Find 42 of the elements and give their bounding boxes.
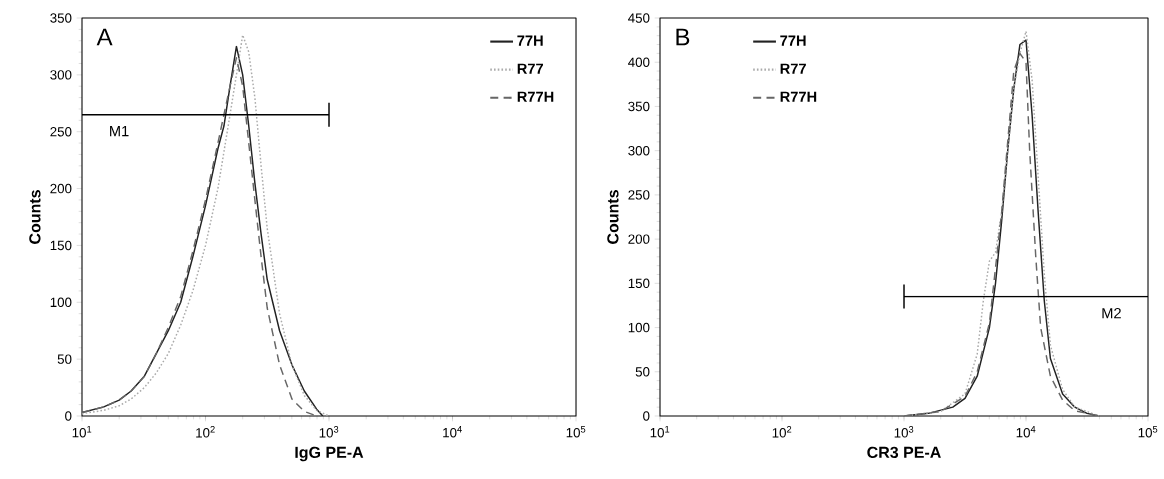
legend-label: R77 [517,63,544,74]
chart-title: A [96,28,113,46]
y-tick-label: 0 [643,411,650,421]
legend-label: R77H [780,91,817,102]
legend-label: R77 [780,63,806,74]
x-tick-label: 10$^{2}$ [772,426,792,438]
x-tick-label: 10$^{3}$ [894,426,914,438]
x-tick-label: 10$^{5}$ [1138,426,1158,438]
x-tick-label: 10$^{1}$ [72,426,92,438]
y-axis-title: Counts [29,190,41,244]
x-tick-label: 10$^{1}$ [650,426,670,438]
x-tick-label: 10$^{4}$ [443,426,462,438]
y-tick-label: 200 [628,234,650,244]
y-tick-label: 250 [628,190,650,200]
x-tick-label: 10$^{4}$ [1016,426,1036,438]
x-tick-label: 10$^{3}$ [319,426,339,438]
x-tick-label: 10$^{5}$ [566,426,586,438]
legend-label: 77H [780,35,806,46]
x-axis-title: IgG PE-A [295,446,364,462]
legend-label: R77H [517,91,554,102]
y-tick-label: 150 [50,240,72,251]
y-tick-label: 150 [628,278,650,289]
y-tick-label: 250 [50,127,72,137]
legend-label: 77H [517,35,543,46]
chart-title: B [676,28,690,46]
y-tick-label: 50 [57,354,72,364]
y-tick-label: 400 [628,57,650,67]
y-tick-label: 100 [628,322,650,333]
annotation: M1 [110,126,129,137]
y-tick-label: 350 [628,101,650,112]
x-axis-title: CR3 PE-A [867,446,941,459]
y-tick-label: 300 [50,70,72,80]
annotation: M2 [1102,307,1121,319]
y-axis-title: Counts [607,190,619,244]
x-tick-label: 10$^{2}$ [196,426,215,438]
y-tick-label: 300 [628,145,650,156]
y-tick-label: 100 [50,297,72,307]
y-tick-label: 0 [65,411,72,421]
y-tick-label: 450 [628,13,650,23]
y-tick-label: 200 [50,183,72,194]
y-tick-label: 350 [50,13,72,23]
y-tick-label: 50 [635,367,650,377]
